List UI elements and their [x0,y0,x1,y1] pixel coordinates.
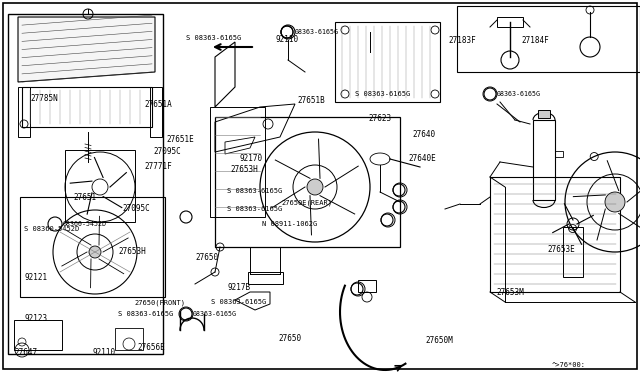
Text: S 08363-6165G: S 08363-6165G [227,188,282,194]
Text: 08360-5452D: 08360-5452D [63,221,107,227]
Text: 92110: 92110 [275,35,298,44]
Bar [563,227,583,277]
Bar [150,87,162,137]
Bar [538,110,550,118]
Bar [20,197,165,297]
Text: 27647: 27647 [14,348,37,357]
Text: 27095C: 27095C [154,147,181,156]
Bar [490,177,620,292]
Text: 27651E: 27651E [166,135,194,144]
Text: 27785N: 27785N [31,94,58,103]
Text: ^>76*00:: ^>76*00: [552,362,586,368]
Polygon shape [18,17,155,82]
Text: 27650(FRONT): 27650(FRONT) [134,300,186,307]
Circle shape [307,179,323,195]
Text: 27640: 27640 [413,130,436,139]
Bar [457,6,640,72]
Bar [215,117,400,247]
Text: 9217B: 9217B [227,283,250,292]
Text: 27651A: 27651A [144,100,172,109]
Bar [14,320,62,350]
Bar [248,272,283,284]
Text: S 08363-6165G: S 08363-6165G [118,311,173,317]
Text: S 08360-5452D: S 08360-5452D [24,226,79,232]
Text: 27651B: 27651B [298,96,325,105]
Text: 92121: 92121 [24,273,47,282]
Circle shape [605,192,625,212]
Text: S 08363-6165G: S 08363-6165G [186,35,241,41]
Text: 27653H: 27653H [230,165,258,174]
Bar [8,14,163,354]
Circle shape [89,246,101,258]
Text: 92170: 92170 [240,154,263,163]
Text: 08363-6165G: 08363-6165G [497,91,541,97]
Bar [335,22,440,102]
Text: 27653E: 27653E [547,245,575,254]
Bar [18,87,30,137]
Text: 92110: 92110 [93,348,116,357]
Text: 27095C: 27095C [123,204,150,213]
Text: S 08363-6165G: S 08363-6165G [355,91,410,97]
Text: 27183F: 27183F [448,36,476,45]
Text: 27650: 27650 [195,253,218,262]
Text: S 08363-6165G: S 08363-6165G [227,206,282,212]
Text: N 08911-1062G: N 08911-1062G [262,221,317,227]
Bar [555,151,563,157]
Bar [497,17,523,27]
Text: 08363-6165G: 08363-6165G [193,311,237,317]
Text: 27623: 27623 [368,114,391,123]
Text: 27650M: 27650M [426,336,453,345]
Text: 27650E(REAR): 27650E(REAR) [282,199,333,206]
Bar [22,87,152,127]
Text: 08363-6165G: 08363-6165G [295,29,339,35]
Text: 27771F: 27771F [145,162,172,171]
Text: 27184F: 27184F [522,36,549,45]
Text: S 08363-6165G: S 08363-6165G [211,299,266,305]
Text: 27656E: 27656E [138,343,165,352]
Bar [210,107,265,217]
Text: 27653M: 27653M [496,288,524,296]
Bar [115,328,143,350]
Text: 27640E: 27640E [408,154,436,163]
Bar [358,280,376,292]
Text: 27653H: 27653H [118,247,146,256]
Text: 27651: 27651 [74,193,97,202]
Bar [65,150,135,222]
Text: 27650: 27650 [278,334,301,343]
Bar [533,120,555,200]
Text: 92123: 92123 [24,314,47,323]
